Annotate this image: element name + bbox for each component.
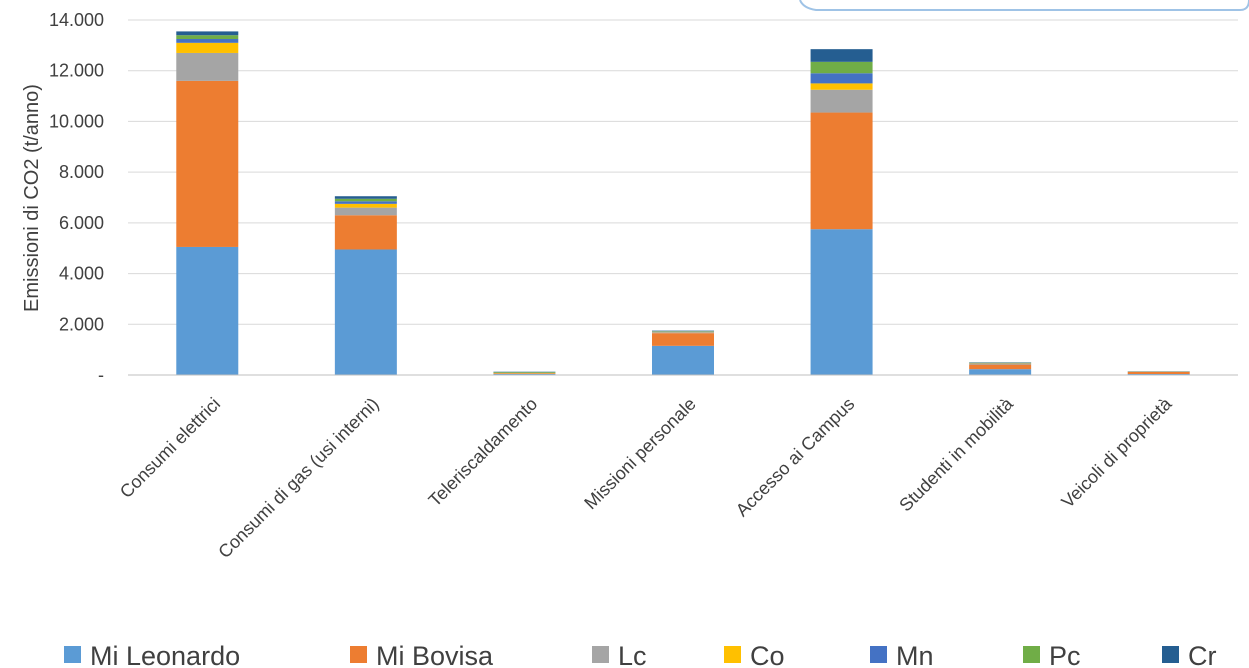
legend-label: Mn <box>896 641 934 668</box>
bar-segment-mn <box>176 39 239 43</box>
legend: Mi Leonardo Mi Bovisa Lc Co Mn Pc Cr <box>64 641 1217 668</box>
bar-segment-mi-leonardo <box>1127 373 1190 375</box>
bar-segment-lc <box>810 89 873 113</box>
legend-swatch <box>350 646 367 663</box>
bar-segment-mi-leonardo <box>176 246 239 375</box>
y-tick-label: - <box>98 365 104 385</box>
y-tick-label: 10.000 <box>49 111 104 131</box>
bar-segment-pc <box>810 61 873 74</box>
y-tick-label: 12.000 <box>49 61 104 81</box>
legend-label: Mi Leonardo <box>90 641 240 668</box>
x-tick-label: Teleriscaldamento <box>425 394 542 511</box>
x-tick-label: Accesso ai Campus <box>732 394 859 521</box>
bar-segment-mn <box>334 201 397 204</box>
legend-swatch <box>724 646 741 663</box>
bar-segment-lc <box>176 52 239 81</box>
y-axis: - 2.000 4.000 6.000 8.000 10.000 12.000 14.000 <box>49 10 104 385</box>
x-tick-label: Veicoli di proprietà <box>1057 393 1176 512</box>
bar-segment-co <box>334 203 397 208</box>
bar-segment-mi-bovisa <box>493 373 556 374</box>
bar-segment-mi-leonardo <box>493 373 556 375</box>
legend-swatch <box>592 646 609 663</box>
legend-swatch <box>64 646 81 663</box>
x-tick-label: Studenti in mobilità <box>895 393 1017 515</box>
legend-label: Co <box>750 641 785 668</box>
y-tick-label: 14.000 <box>49 10 104 30</box>
bar-segment-pc <box>176 35 239 40</box>
legend-swatch <box>1162 646 1179 663</box>
bar-segment-mi-bovisa <box>176 80 239 247</box>
bar-segment-lc <box>969 363 1032 365</box>
bar-segment-lc <box>652 332 714 334</box>
bar-segment-mn <box>810 73 873 84</box>
bar-segment-co <box>810 83 873 90</box>
bar-segment-mi-leonardo <box>810 229 873 375</box>
bar-segment-co <box>176 42 239 53</box>
frame-corner <box>799 0 1249 11</box>
y-tick-label: 2.000 <box>59 314 104 334</box>
bar-segment-mi-bovisa <box>652 333 714 346</box>
legend-label: Pc <box>1049 641 1081 668</box>
legend-swatch <box>870 646 887 663</box>
bar-segment-mi-bovisa <box>810 112 873 230</box>
bar-segment-pc <box>334 198 397 202</box>
bar-segment-cr <box>176 31 239 36</box>
bar-segment-pc <box>493 371 556 373</box>
y-tick-label: 6.000 <box>59 213 104 233</box>
gridlines <box>128 19 1238 376</box>
legend-label: Cr <box>1188 641 1217 668</box>
legend-label: Mi Bovisa <box>376 641 494 668</box>
y-tick-label: 4.000 <box>59 264 104 284</box>
bar-segment-mi-bovisa <box>969 364 1032 370</box>
x-tick-label: Consumi di gas (usi interni) <box>214 394 382 562</box>
x-tick-label: Consumi elettrici <box>116 394 224 502</box>
bar-segment-mi-leonardo <box>652 345 714 375</box>
x-tick-label: Missioni personale <box>580 394 700 514</box>
bar-segment-mi-leonardo <box>969 369 1032 375</box>
legend-label: Lc <box>618 641 647 668</box>
y-axis-label: Emissioni di CO2 (t/anno) <box>21 84 43 312</box>
legend-swatch <box>1023 646 1040 663</box>
bars <box>176 31 1190 375</box>
bar-segment-cr <box>334 196 397 199</box>
bar-segment-cr <box>810 49 873 62</box>
bar-segment-mi-leonardo <box>334 249 397 375</box>
bar-segment-mi-bovisa <box>334 215 397 250</box>
y-tick-label: 8.000 <box>59 162 104 182</box>
bar-segment-mi-bovisa <box>1127 371 1190 374</box>
bar-segment-lc <box>334 207 397 216</box>
